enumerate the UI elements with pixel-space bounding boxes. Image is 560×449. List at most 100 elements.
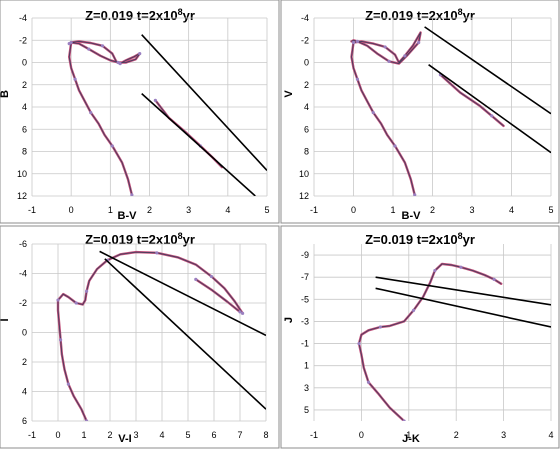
- panel-3-x-tick-label: 7: [237, 430, 242, 440]
- panel-2-y-tick-label: -2: [301, 35, 309, 45]
- panel-4-isochrone-point: [411, 308, 416, 312]
- panel-1-x-tick-label: 1: [108, 205, 113, 215]
- panel-3: Z=0.019 t=2x108yr V-I I: [0, 225, 280, 449]
- panel-1-series: [67, 34, 267, 196]
- panel-1-xlabel: B-V: [118, 210, 138, 222]
- panel-2-x-tick-label: 4: [509, 205, 514, 215]
- panel-2-y-tick-label: 4: [304, 102, 309, 112]
- panel-1-isochrone-point: [100, 44, 105, 48]
- panel-3-x-tick-label: 2: [107, 430, 112, 440]
- panel-2-isochrone-point: [355, 39, 360, 43]
- panel-4-reference-line: [375, 276, 551, 306]
- panel-3-isochrone-point: [194, 277, 198, 281]
- panel-4-isochrone-point: [378, 325, 382, 329]
- panel-3-isochrone-core: [57, 251, 243, 421]
- panel-4-title: Z=0.019 t=2x108yr: [365, 231, 475, 247]
- panel-2-reference-line: [424, 26, 551, 115]
- panel-3-series: [56, 250, 266, 421]
- panel-2: Z=0.019 t=2x108yr B-V V: [280, 0, 560, 224]
- panel-1-title-exponent: 8: [178, 7, 183, 17]
- panel-3-isochrone-point: [209, 274, 213, 279]
- panel-4-y-tick-label: -7: [301, 272, 309, 282]
- panel-3-y-tick-label: 4: [22, 387, 27, 397]
- panel-2-y-tick-label: 2: [304, 80, 309, 90]
- panel-3-x-tick-label: 5: [185, 430, 190, 440]
- panel-3-isochrone-point: [85, 289, 89, 293]
- panel-2-series: [350, 26, 551, 196]
- panel-4-isochrone-point: [402, 419, 406, 421]
- panel-3-x-tick-label: 1: [81, 430, 86, 440]
- panel-1-isochrone-point: [110, 144, 114, 148]
- panel-2-isochrone-point: [393, 144, 397, 148]
- panel-4-title-exponent: 8: [458, 231, 463, 241]
- panel-2-isochrone-core: [440, 74, 504, 127]
- panel-2-x-tick-label: 2: [430, 205, 435, 215]
- panel-1: Z=0.019 t=2x108yr B-V B: [0, 0, 280, 224]
- panel-1-x-tick-label: 2: [147, 205, 152, 215]
- panel-3-x-tick-label: 6: [211, 430, 216, 440]
- panel-3-x-tick-label: 3: [133, 430, 138, 440]
- panel-4-isochrone-point: [357, 341, 361, 346]
- panel-1-isochrone-point: [116, 60, 120, 65]
- panel-4-series: [357, 262, 551, 421]
- panel-4-y-tick-label: -5: [301, 294, 309, 304]
- panel-2-y-tick-label: -4: [301, 13, 309, 23]
- panel-2-y-tick-label: 10: [299, 169, 309, 179]
- panel-2-xlabel: B-V: [402, 210, 422, 222]
- panel-3-reference-line: [104, 258, 266, 410]
- panel-1-y-tick-label: -2: [19, 35, 27, 45]
- panel-2-isochrone-point: [387, 59, 391, 63]
- panel-4-isochrone-core: [358, 263, 502, 421]
- panel-3-isochrone-point: [85, 419, 89, 421]
- panel-1-isochrone-point: [67, 41, 71, 46]
- panel-4-x-tick-label: 1: [406, 430, 411, 440]
- panel-1-x-tick-label: 3: [186, 205, 191, 215]
- panel-3-isochrone-point: [155, 251, 159, 255]
- panel-2-isochrone-point: [351, 40, 356, 45]
- panel-1-y-tick-label: 6: [22, 124, 27, 134]
- panel-1-reference-line: [141, 93, 256, 196]
- panel-4-x-tick-label: -1: [310, 430, 318, 440]
- panel-3-y-tick-label: 6: [22, 416, 27, 426]
- panel-3-y-tick-label: -6: [19, 239, 27, 249]
- panel-2-isochrone-point: [371, 110, 375, 115]
- panel-4-x-tick-label: 0: [359, 430, 364, 440]
- panel-3-isochrone-point: [59, 338, 63, 342]
- panel-1-y-tick-label: 0: [22, 58, 27, 68]
- panel-3-xlabel: V-I: [118, 433, 131, 445]
- panel-2-y-tick-label: 12: [299, 191, 309, 201]
- panel-1-isochrone-point: [89, 110, 93, 115]
- panel-1-y-tick-label: 4: [22, 102, 27, 112]
- panel-4-y-tick-label: -3: [301, 316, 309, 326]
- panel-2-isochrone-point: [403, 54, 407, 58]
- panel-3-y-tick-label: 2: [22, 357, 27, 367]
- panel-4-isochrone-point: [459, 265, 463, 269]
- panel-4-x-tick-label: 4: [548, 430, 553, 440]
- panel-1-isochrone-point: [87, 47, 91, 51]
- panel-1-isochrone-point: [138, 52, 142, 56]
- panel-3-title: Z=0.019 t=2x108yr: [85, 231, 195, 247]
- panel-4-y-tick-label: -1: [301, 339, 309, 349]
- panel-2-x-tick-label: 5: [548, 205, 553, 215]
- panel-4-xlabel: J-K: [402, 433, 420, 445]
- panel-1-x-tick-label: -1: [28, 205, 36, 215]
- panel-4-isochrone-point: [433, 268, 437, 273]
- panel-3-x-tick-label: 8: [263, 430, 268, 440]
- panel-2-x-tick-label: 3: [469, 205, 474, 215]
- panel-3-y-tick-label: 0: [22, 328, 27, 338]
- panel-3-isochrone-point: [66, 382, 70, 386]
- panel-1-reference-line: [141, 34, 267, 171]
- panel-3-y-tick-label: -2: [19, 298, 27, 308]
- panel-1-isochrone-point: [73, 77, 77, 81]
- panel-4-x-tick-label: 2: [454, 430, 459, 440]
- panel-3-isochrone-point: [74, 301, 78, 305]
- panel-4-y-tick-label: 1: [304, 361, 309, 371]
- panel-1-y-tick-label: -4: [19, 13, 27, 23]
- panel-2-y-tick-label: 0: [304, 58, 309, 68]
- panel-2-title-exponent: 8: [458, 7, 463, 17]
- panel-2-isochrone-point: [355, 77, 360, 81]
- panel-3-ylabel: I: [0, 318, 11, 321]
